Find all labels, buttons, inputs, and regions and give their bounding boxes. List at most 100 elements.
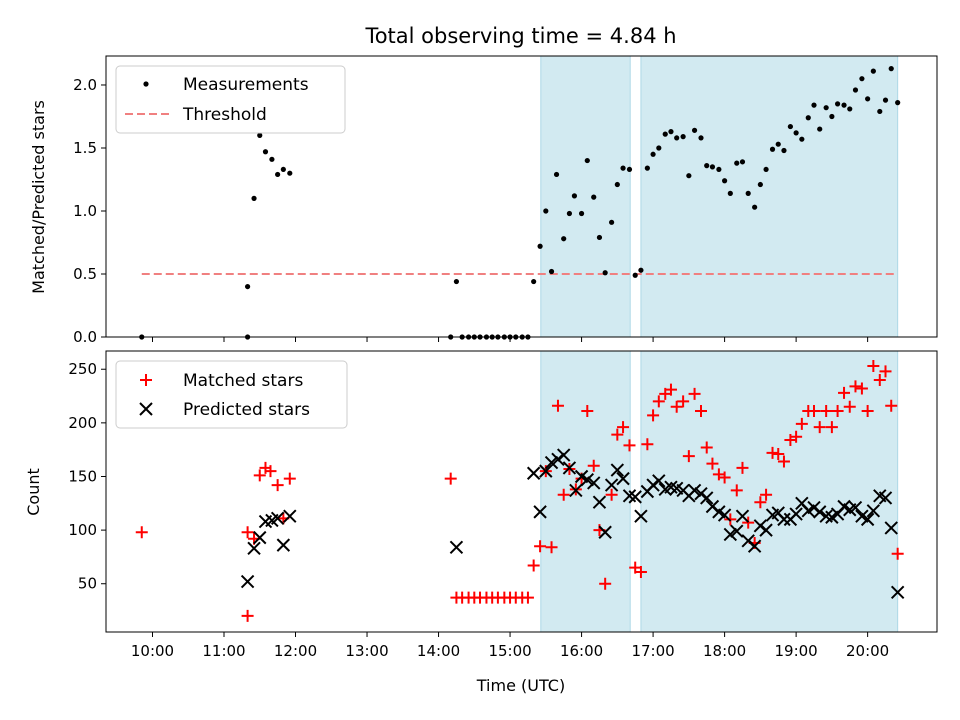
matched-star-point xyxy=(724,513,737,526)
measurement-point xyxy=(453,278,460,285)
predicted-star-point xyxy=(807,500,821,515)
measurement-point xyxy=(614,181,620,188)
legend-threshold-label: Threshold xyxy=(182,105,267,125)
measurement-point xyxy=(656,145,662,151)
predicted-star-point xyxy=(866,504,881,518)
measurement-point xyxy=(811,102,817,108)
bottom-legend: Matched stars Predicted stars xyxy=(115,360,348,429)
measurement-point xyxy=(817,126,823,132)
measurement-point xyxy=(280,166,286,173)
matched-star-point xyxy=(581,405,594,418)
predicted-star-point xyxy=(777,512,791,527)
predicted-star-point xyxy=(759,523,773,537)
matched-star-point xyxy=(790,430,803,443)
predicted-star-point xyxy=(735,509,750,523)
matched-star-point xyxy=(634,565,647,578)
matched-star-point xyxy=(283,472,296,485)
matched-star-point xyxy=(867,360,880,373)
measurement-point xyxy=(805,115,811,121)
measurement-point xyxy=(257,132,263,138)
bottom-y-tick-label: 100 xyxy=(68,521,97,539)
predicted-star-point xyxy=(276,538,291,552)
measurement-point xyxy=(244,283,251,290)
matched-star-point xyxy=(241,526,254,539)
matched-star-point xyxy=(682,450,695,463)
matched-star-point xyxy=(545,541,558,554)
bottom-panel: 50 100 150 200 250 10:00 11:00 12:00 13:00 14:00… xyxy=(24,350,938,695)
matched-star-point xyxy=(271,479,284,492)
measurement-point xyxy=(578,210,585,217)
predicted-star-point xyxy=(587,476,601,490)
matched-star-point xyxy=(730,484,743,497)
matched-star-point xyxy=(695,405,708,418)
matched-star-point xyxy=(772,447,785,460)
measurement-point xyxy=(674,135,680,141)
matched-star-point xyxy=(838,386,851,399)
predicted-star-point xyxy=(890,585,905,600)
matched-star-point xyxy=(861,405,874,418)
measurement-point xyxy=(763,166,769,173)
measurement-point xyxy=(691,127,698,133)
measurement-point xyxy=(269,156,275,162)
measurement-point xyxy=(757,181,763,188)
matched-star-point xyxy=(664,383,677,396)
measurement-point xyxy=(553,171,560,178)
predicted-star-point xyxy=(253,530,267,545)
measurement-point xyxy=(734,160,740,166)
measurement-point xyxy=(626,166,633,173)
predicted-star-point xyxy=(848,500,863,515)
measurement-point xyxy=(781,147,787,154)
measurement-point xyxy=(686,173,692,179)
matched-star-point xyxy=(718,471,731,484)
x-tick-label: 11:00 xyxy=(202,642,245,660)
bottom-y-tick-label: 200 xyxy=(68,414,97,432)
top-y-tick-label: 1.5 xyxy=(73,139,97,157)
measurement-points xyxy=(139,66,901,340)
top-legend-box xyxy=(115,65,346,134)
predicted-star-point xyxy=(687,483,702,498)
matched-star-point xyxy=(611,428,624,441)
top-x-ticks xyxy=(151,337,869,342)
matched-star-point xyxy=(760,488,773,501)
measurement-point xyxy=(877,108,883,115)
matched-star-point xyxy=(879,365,892,378)
measurement-point xyxy=(841,102,847,108)
matched-star-point xyxy=(706,457,719,470)
measurement-point xyxy=(787,123,793,130)
top-y-tick-label: 0.0 xyxy=(73,328,97,346)
predicted-star-point xyxy=(539,464,553,478)
matched-star-point xyxy=(849,380,862,393)
matched-star-point xyxy=(777,455,790,468)
matched-star-point xyxy=(766,446,779,459)
measurement-point xyxy=(287,170,293,176)
bottom-y-tick-label: 50 xyxy=(78,575,97,593)
matched-star-point xyxy=(873,373,886,386)
top-y-ticks: 0.0 0.5 1.0 1.5 2.0 xyxy=(73,76,106,346)
predicted-star-point xyxy=(580,472,595,487)
matched-star-point xyxy=(736,461,749,474)
x-tick-label: 13:00 xyxy=(345,642,388,660)
legend-predicted-marker xyxy=(139,402,153,416)
predicted-star-point xyxy=(646,478,660,492)
predicted-star-point xyxy=(700,491,714,505)
measurement-point xyxy=(823,105,829,111)
x-tick-label: 19:00 xyxy=(774,642,817,660)
matched-star-point xyxy=(813,421,826,434)
legend-measurement-marker xyxy=(143,81,149,87)
predicted-star-point xyxy=(610,463,625,477)
measurement-point xyxy=(638,267,644,273)
matched-star-point xyxy=(670,400,683,413)
predicted-star-point xyxy=(723,527,738,542)
shaded-region-top-0 xyxy=(540,55,631,338)
measurement-point xyxy=(275,171,281,178)
matched-star-point xyxy=(891,547,904,560)
measurement-point xyxy=(769,146,776,152)
predicted-star-point xyxy=(592,495,607,509)
measurement-point xyxy=(680,134,686,140)
predicted-star-point xyxy=(789,507,803,521)
measurement-point xyxy=(722,178,728,184)
measurement-point xyxy=(745,190,751,196)
predicted-star-point xyxy=(598,525,612,539)
x-tick-label: 17:00 xyxy=(631,642,674,660)
